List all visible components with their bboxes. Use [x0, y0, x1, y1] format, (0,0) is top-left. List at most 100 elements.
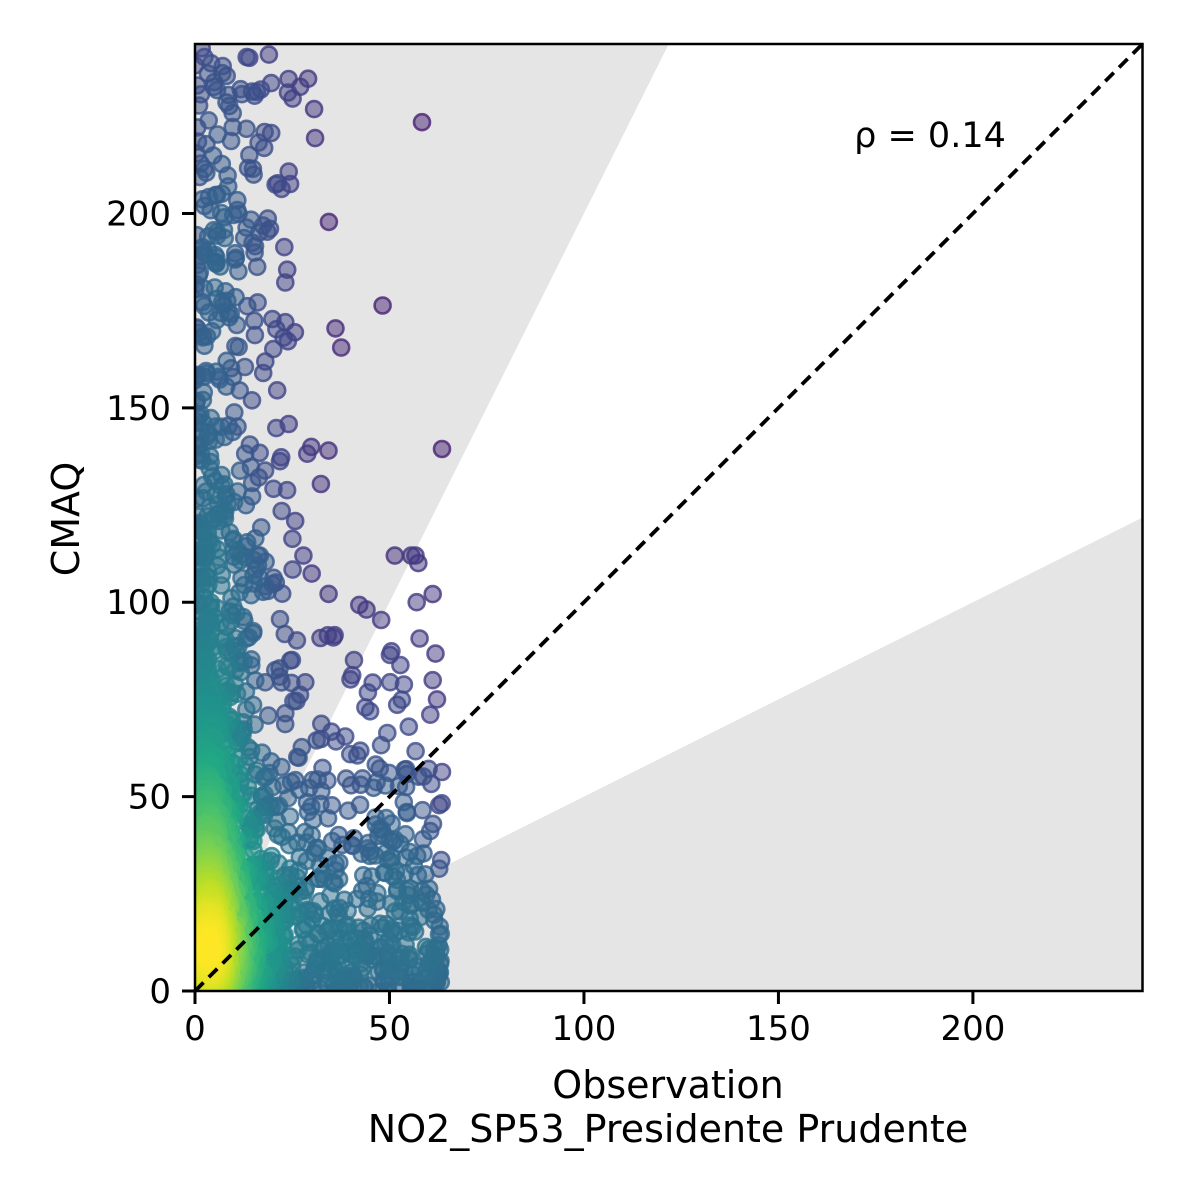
scatter-point	[265, 819, 285, 838]
scatter-point	[275, 273, 295, 292]
scatter-point	[432, 439, 452, 459]
scatter-point	[267, 380, 287, 400]
y-axis-title: CMAQ	[44, 461, 88, 577]
scatter-point	[326, 732, 346, 751]
scatter-point	[311, 628, 330, 648]
x-axis-title-line1: Observation	[552, 1063, 784, 1107]
scatter-point	[391, 655, 410, 675]
scatter-point	[360, 701, 380, 721]
y-tick-label: 100	[106, 583, 171, 623]
identity-line	[195, 44, 1143, 991]
scatter-point	[305, 128, 325, 148]
scatter-points	[195, 44, 452, 991]
scatter-point	[283, 560, 302, 579]
scatter-point	[319, 584, 338, 604]
x-axis-title: Observation NO2_SP53_Presidente Prudente	[368, 1063, 968, 1151]
scatter-point	[207, 80, 227, 100]
scatter-point	[272, 501, 292, 521]
scatter-point	[258, 706, 278, 725]
scatter-point	[287, 747, 307, 767]
y-tick-label: 200	[106, 194, 171, 234]
scatter-point	[407, 592, 427, 612]
scatter-point	[387, 695, 407, 715]
rho-annotation: ρ = 0.14	[854, 116, 1006, 156]
scatter-point	[259, 45, 279, 64]
x-tick-label: 50	[368, 1009, 411, 1049]
axis-ticks: 0 50 100 150 200 0 50 100 150 200	[106, 194, 1005, 1049]
scatter-point	[426, 644, 445, 663]
scatter-point	[341, 670, 360, 689]
scatter-point	[420, 705, 440, 725]
scatter-point	[279, 162, 299, 181]
scatter-point	[197, 544, 217, 563]
x-tick-label: 150	[746, 1009, 811, 1049]
scatter-point	[197, 364, 216, 383]
scatter-point	[380, 672, 400, 692]
x-tick-label: 100	[552, 1009, 617, 1049]
scatter-point	[217, 351, 236, 371]
scatter-point	[371, 735, 391, 755]
scatter-point	[311, 714, 331, 734]
scatter-point	[237, 47, 256, 67]
scatter-point	[413, 800, 432, 820]
scatter-point	[266, 175, 285, 194]
scatter-point	[326, 319, 345, 338]
scatter-point	[226, 336, 245, 356]
scatter-point	[371, 610, 391, 630]
scatter-point	[373, 296, 392, 315]
scatter-point	[322, 831, 342, 851]
scatter-point	[225, 244, 245, 263]
scatter-point	[399, 717, 419, 737]
scatter-point	[304, 99, 324, 119]
scatter-point	[199, 111, 218, 130]
scatter-point	[406, 741, 425, 761]
x-axis-title-line2: NO2_SP53_Presidente Prudente	[367, 1107, 969, 1151]
scatter-point	[319, 212, 339, 232]
scatter-point	[242, 390, 262, 410]
scatter-point	[255, 352, 275, 371]
scatter-point	[319, 441, 338, 460]
y-tick-label: 0	[149, 972, 171, 1012]
scatter-point	[274, 237, 294, 257]
scatter-point	[410, 629, 429, 648]
scatter-point	[347, 746, 367, 765]
scatter-point	[205, 278, 224, 297]
scatter-point	[331, 338, 351, 357]
scatter-point	[328, 937, 348, 957]
y-tick-label: 150	[106, 389, 171, 429]
scatter-point	[265, 660, 285, 680]
scatter-point	[383, 936, 402, 955]
scatter-point	[350, 795, 370, 815]
scatter-point	[285, 511, 305, 531]
scatter-point	[307, 731, 326, 750]
scatter-point	[375, 776, 395, 795]
scatter-point	[234, 228, 254, 248]
x-tick-label: 200	[940, 1009, 1005, 1049]
scatter-point	[217, 93, 236, 112]
scatter-point	[412, 112, 432, 132]
y-tick-label: 50	[128, 778, 171, 818]
scatter-point	[308, 869, 328, 889]
scatter-point	[264, 479, 283, 499]
scatter-point	[207, 185, 227, 205]
scatter-point	[208, 125, 227, 144]
scatter-point	[266, 418, 286, 438]
scatter-point	[427, 690, 447, 709]
scatter-point	[385, 546, 405, 565]
scatter-point	[207, 226, 227, 245]
scatter-point	[358, 899, 377, 918]
scatter-point	[283, 529, 302, 549]
scatter-point	[207, 310, 227, 330]
scatter-point	[249, 133, 268, 152]
scatter-point	[275, 714, 295, 734]
scatter-point	[397, 803, 417, 823]
scatter-point	[263, 309, 282, 329]
scatter-point	[423, 584, 443, 604]
scatter-point	[429, 795, 449, 815]
scatter-point	[318, 808, 338, 828]
scatter-point	[230, 461, 250, 481]
scatter-point	[408, 553, 428, 573]
scatter-point	[270, 609, 290, 629]
